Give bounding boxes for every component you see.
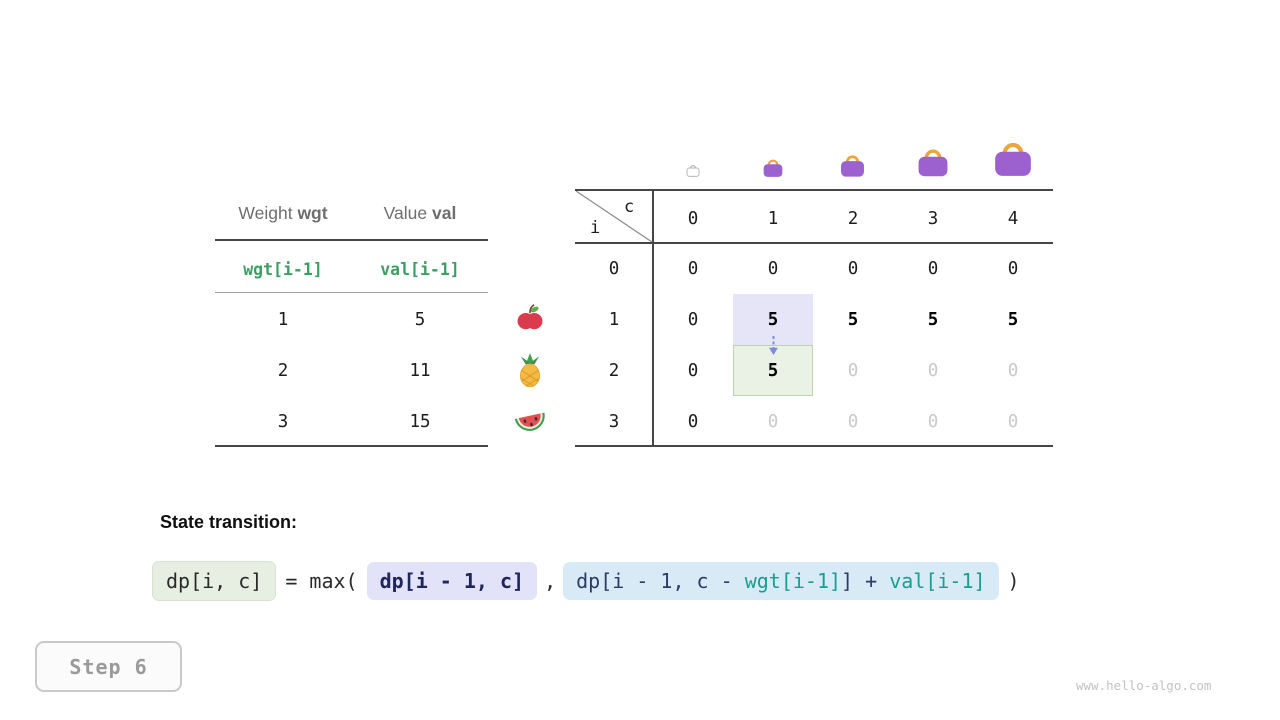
bag-medium-icon — [841, 155, 864, 177]
value-column-header: Value val — [352, 201, 488, 225]
dp-cell: 0 — [847, 259, 859, 279]
dp-cell: 0 — [1007, 361, 1019, 381]
items-table-header-border — [215, 239, 488, 241]
state-transition-formula: dp[i, c] = max( dp[i - 1, c] , dp[i - 1,… — [152, 559, 1029, 603]
formula-arg2-prefix: dp[i - 1, c - — [576, 569, 745, 593]
dp-row-label: 1 — [608, 310, 620, 330]
corner-col-var: c — [624, 197, 635, 217]
step-label: Step 6 — [69, 654, 148, 679]
dp-cell: 0 — [927, 361, 939, 381]
dp-table-top-border — [575, 189, 1053, 191]
item-weight: 3 — [277, 412, 289, 432]
dp-cell: 0 — [687, 259, 699, 279]
value-header-text: Value — [383, 203, 432, 223]
corner-row-var: i — [590, 218, 601, 238]
dp-row-label: 0 — [608, 259, 620, 279]
pineapple-icon — [520, 353, 540, 388]
bag-empty-icon — [686, 165, 700, 177]
dp-cell: 0 — [687, 361, 699, 381]
dp-row-label: 2 — [608, 361, 620, 381]
items-table-mid-border — [215, 292, 488, 293]
dp-cell: 0 — [927, 412, 939, 432]
formula-close-paren: ) — [1007, 569, 1020, 593]
dp-row-label: 3 — [608, 412, 620, 432]
value-formula-cell: val[i-1] — [380, 260, 460, 279]
item-weight: 1 — [277, 310, 289, 330]
dp-cell: 0 — [1007, 259, 1019, 279]
dp-col-header: 4 — [1007, 209, 1019, 229]
dp-cell: 0 — [1007, 412, 1019, 432]
step-badge: Step 6 — [35, 641, 182, 692]
formula-arg2-mid: ] + — [841, 569, 890, 593]
weight-header-text: Weight — [238, 203, 298, 223]
corner-diagonal-line — [576, 191, 652, 242]
dp-table-bottom-border — [575, 445, 1053, 447]
dp-cell: 5 — [1007, 310, 1019, 330]
formula-arg1: dp[i - 1, c] — [366, 562, 538, 600]
dp-cell-target: 5 — [767, 361, 779, 381]
item-value: 5 — [414, 310, 426, 330]
dp-col-header: 1 — [767, 209, 779, 229]
dp-cell: 0 — [847, 412, 859, 432]
dp-col-header: 3 — [927, 209, 939, 229]
dp-cell: 0 — [767, 412, 779, 432]
value-header-var: val — [432, 203, 457, 223]
dp-cell: 0 — [847, 361, 859, 381]
watermark: www.hello-algo.com — [1076, 678, 1212, 693]
bag-small-icon — [763, 159, 783, 177]
dp-cell: 0 — [767, 259, 779, 279]
dp-cell-source: 5 — [767, 310, 779, 330]
dp-cell: 0 — [687, 412, 699, 432]
dp-cell: 5 — [927, 310, 939, 330]
dp-cell: 0 — [687, 310, 699, 330]
arrow-down-icon — [769, 336, 778, 355]
item-value: 11 — [409, 361, 431, 381]
bag-large-icon — [918, 149, 948, 177]
formula-lhs: dp[i, c] — [152, 561, 277, 601]
weight-column-header: Weight wgt — [215, 201, 351, 225]
dp-table-vertical-border — [652, 189, 654, 447]
dp-table-header-border — [575, 242, 1053, 244]
dp-cell: 5 — [847, 310, 859, 330]
watermelon-icon — [514, 412, 545, 431]
dp-cell-highlight-current — [733, 345, 813, 396]
state-transition-title: State transition: — [160, 512, 298, 532]
formula-arg2: dp[i - 1, c - wgt[i-1]] + val[i-1] — [563, 562, 999, 600]
weight-header-var: wgt — [297, 203, 328, 223]
items-table-bottom-border — [215, 445, 488, 447]
dp-col-header: 2 — [847, 209, 859, 229]
formula-arg2-wgt: wgt[i-1] — [744, 569, 842, 593]
formula-arg2-val: val[i-1] — [889, 569, 986, 593]
dp-col-header: 0 — [687, 209, 699, 229]
weight-formula-cell: wgt[i-1] — [243, 260, 323, 279]
item-weight: 2 — [277, 361, 289, 381]
dp-cell: 0 — [927, 259, 939, 279]
item-value: 15 — [409, 412, 431, 432]
formula-comma: , — [544, 569, 557, 593]
bag-xlarge-icon — [995, 142, 1031, 176]
apple-icon — [517, 304, 543, 330]
formula-equals: = max( — [285, 569, 358, 593]
